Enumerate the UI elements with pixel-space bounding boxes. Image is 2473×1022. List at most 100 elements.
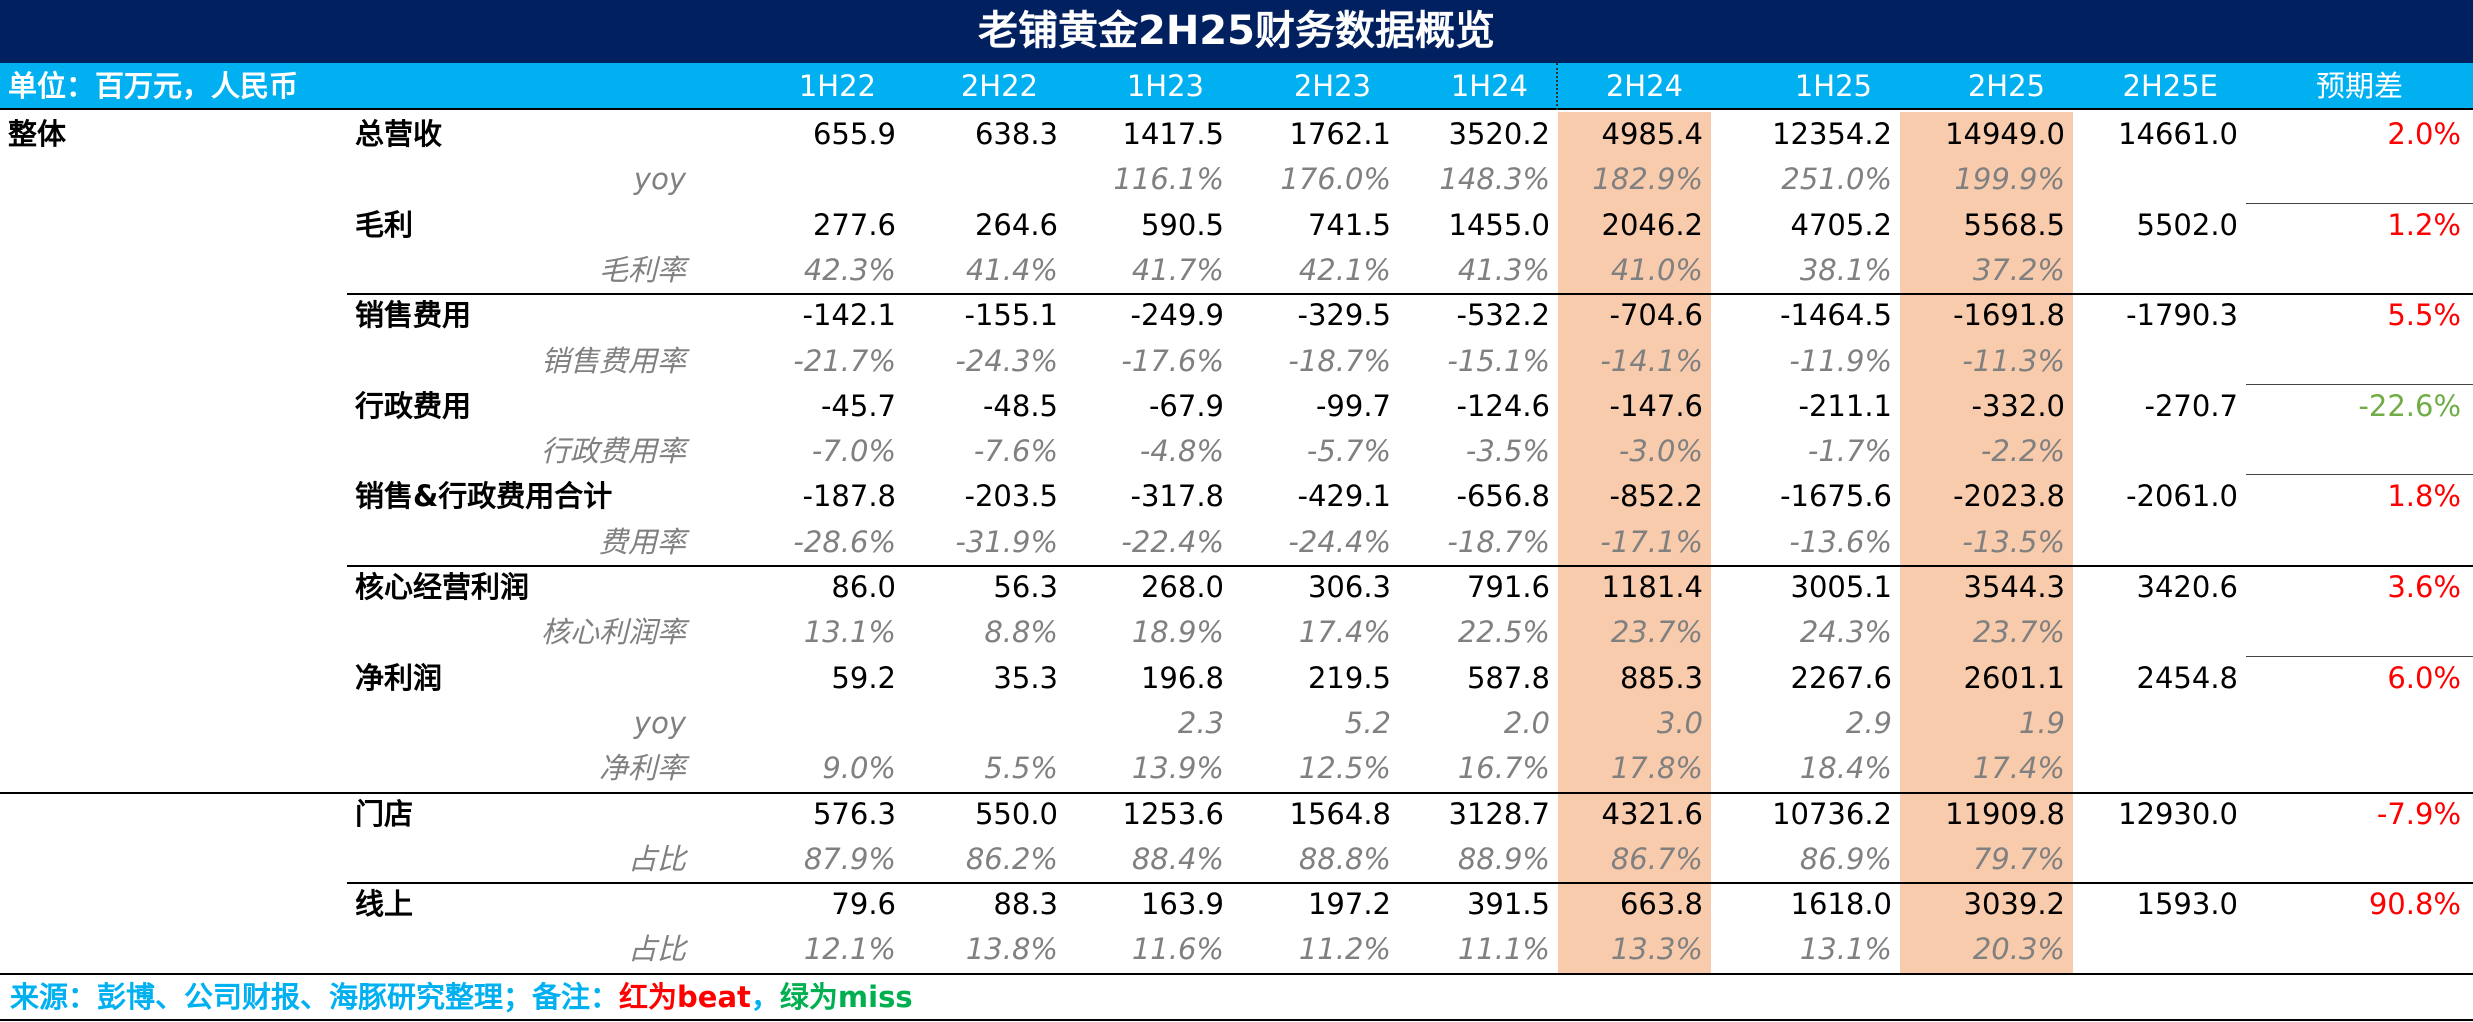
value-cell: 86.2% [965, 841, 1058, 876]
column-header: 1H23 [1126, 69, 1204, 103]
diff-cell: -7.9% [2376, 796, 2461, 831]
column-header: 2H23 [1293, 69, 1371, 103]
value-cell: 38.1% [1799, 252, 1892, 287]
footer-text: ， [750, 980, 780, 1014]
diff-cell: 3.6% [2387, 570, 2461, 604]
header-bar [0, 63, 2473, 110]
value-cell: -1691.8 [1953, 298, 2065, 333]
value-cell: -249.9 [1130, 298, 1225, 333]
value-cell: 12354.2 [1772, 117, 1892, 151]
value-cell: 5.2 [1344, 705, 1391, 740]
row-divider [2246, 383, 2473, 385]
group-label: 整体 [8, 117, 67, 151]
value-cell: 42.3% [803, 252, 896, 287]
value-cell: 1564.8 [1289, 796, 1391, 831]
value-cell: -124.6 [1456, 388, 1551, 423]
value-cell: -1464.5 [1780, 298, 1892, 333]
value-cell: -2023.8 [1953, 479, 2065, 514]
row-divider [0, 791, 2473, 794]
value-cell: -852.2 [1609, 479, 1704, 514]
diff-cell: -22.6% [2358, 388, 2461, 423]
value-cell: 35.3 [993, 660, 1058, 695]
row-label: 毛利 [355, 207, 414, 242]
value-cell: 3.0 [1656, 705, 1703, 740]
value-cell: -429.1 [1297, 479, 1392, 514]
unit-label: 单位：百万元，人民币 [8, 69, 299, 103]
value-cell: -329.5 [1297, 298, 1392, 333]
row-sublabel: 销售费用率 [540, 343, 686, 378]
value-cell: -5.7% [1306, 434, 1391, 469]
value-cell: 1762.1 [1289, 117, 1391, 151]
value-cell: -28.6% [793, 524, 896, 559]
row-sublabel: 净利率 [598, 751, 686, 786]
value-cell: 199.9% [1954, 162, 2065, 197]
value-cell: 1593.0 [2136, 887, 2238, 922]
value-cell: -17.1% [1600, 524, 1703, 559]
value-cell: 885.3 [1619, 660, 1703, 695]
value-cell: -18.7% [1447, 524, 1550, 559]
value-cell: 590.5 [1140, 207, 1224, 242]
value-cell: 13.3% [1610, 932, 1703, 967]
value-cell: -3.5% [1465, 434, 1550, 469]
value-cell: 251.0% [1781, 162, 1892, 197]
value-cell: 4321.6 [1601, 796, 1703, 831]
value-cell: -203.5 [964, 479, 1059, 514]
value-cell: 1417.5 [1122, 117, 1224, 151]
value-cell: 37.2% [1972, 252, 2065, 287]
value-cell: 79.7% [1972, 841, 2065, 876]
value-cell: 56.3 [993, 570, 1058, 604]
value-cell: -704.6 [1609, 298, 1704, 333]
column-header: 2H25 [1967, 69, 2045, 103]
value-cell: -187.8 [802, 479, 897, 514]
value-cell: 11.1% [1457, 932, 1550, 967]
value-cell: -13.5% [1962, 524, 2065, 559]
value-cell: 11909.8 [1945, 796, 2065, 831]
value-cell: 2.0 [1503, 705, 1550, 740]
value-cell: 264.6 [974, 207, 1058, 242]
value-cell: 2267.6 [1790, 660, 1892, 695]
value-cell: 41.0% [1610, 252, 1703, 287]
footer-text: 绿为miss [779, 980, 913, 1014]
value-cell: 1253.6 [1122, 796, 1224, 831]
value-cell: 3544.3 [1963, 570, 2065, 604]
column-header: 1H22 [798, 69, 876, 103]
value-cell: 5.5% [984, 751, 1058, 786]
value-cell: 4985.4 [1601, 117, 1703, 151]
value-cell: -14.1% [1600, 343, 1703, 378]
highlight-column [1900, 112, 2073, 973]
value-cell: 655.9 [812, 117, 896, 151]
column-header: 预期差 [2315, 69, 2403, 103]
row-label: 总营收 [355, 117, 443, 151]
row-sublabel: 占比 [627, 841, 686, 876]
value-cell: 13.1% [1799, 932, 1892, 967]
row-label: 核心经营利润 [355, 570, 530, 604]
value-cell: 116.1% [1113, 162, 1224, 197]
value-cell: -22.4% [1121, 524, 1224, 559]
row-sublabel: 毛利率 [598, 252, 686, 287]
value-cell: -270.7 [2144, 388, 2239, 423]
value-cell: 148.3% [1439, 162, 1550, 197]
value-cell: 18.4% [1799, 751, 1892, 786]
row-sublabel: yoy [633, 162, 686, 197]
value-cell: -147.6 [1609, 388, 1704, 423]
value-cell: 3520.2 [1448, 117, 1550, 151]
value-cell: 197.2 [1307, 887, 1391, 922]
value-cell: 86.9% [1799, 841, 1892, 876]
value-cell: -2.2% [1980, 434, 2065, 469]
value-cell: 88.8% [1298, 841, 1391, 876]
value-cell: -21.7% [793, 343, 896, 378]
column-header: 1H24 [1399, 63, 1558, 110]
row-divider [347, 293, 2473, 296]
value-cell: 42.1% [1298, 252, 1391, 287]
value-cell: 219.5 [1307, 660, 1391, 695]
value-cell: 4705.2 [1790, 207, 1892, 242]
value-cell: 88.4% [1131, 841, 1224, 876]
value-cell: 3039.2 [1963, 887, 2065, 922]
row-divider [347, 565, 2473, 567]
value-cell: 11.2% [1298, 932, 1391, 967]
value-cell: 1.9 [2018, 705, 2065, 740]
value-cell: 16.7% [1457, 751, 1550, 786]
value-cell: 22.5% [1457, 615, 1550, 650]
value-cell: -1675.6 [1780, 479, 1892, 514]
value-cell: -18.7% [1288, 343, 1391, 378]
